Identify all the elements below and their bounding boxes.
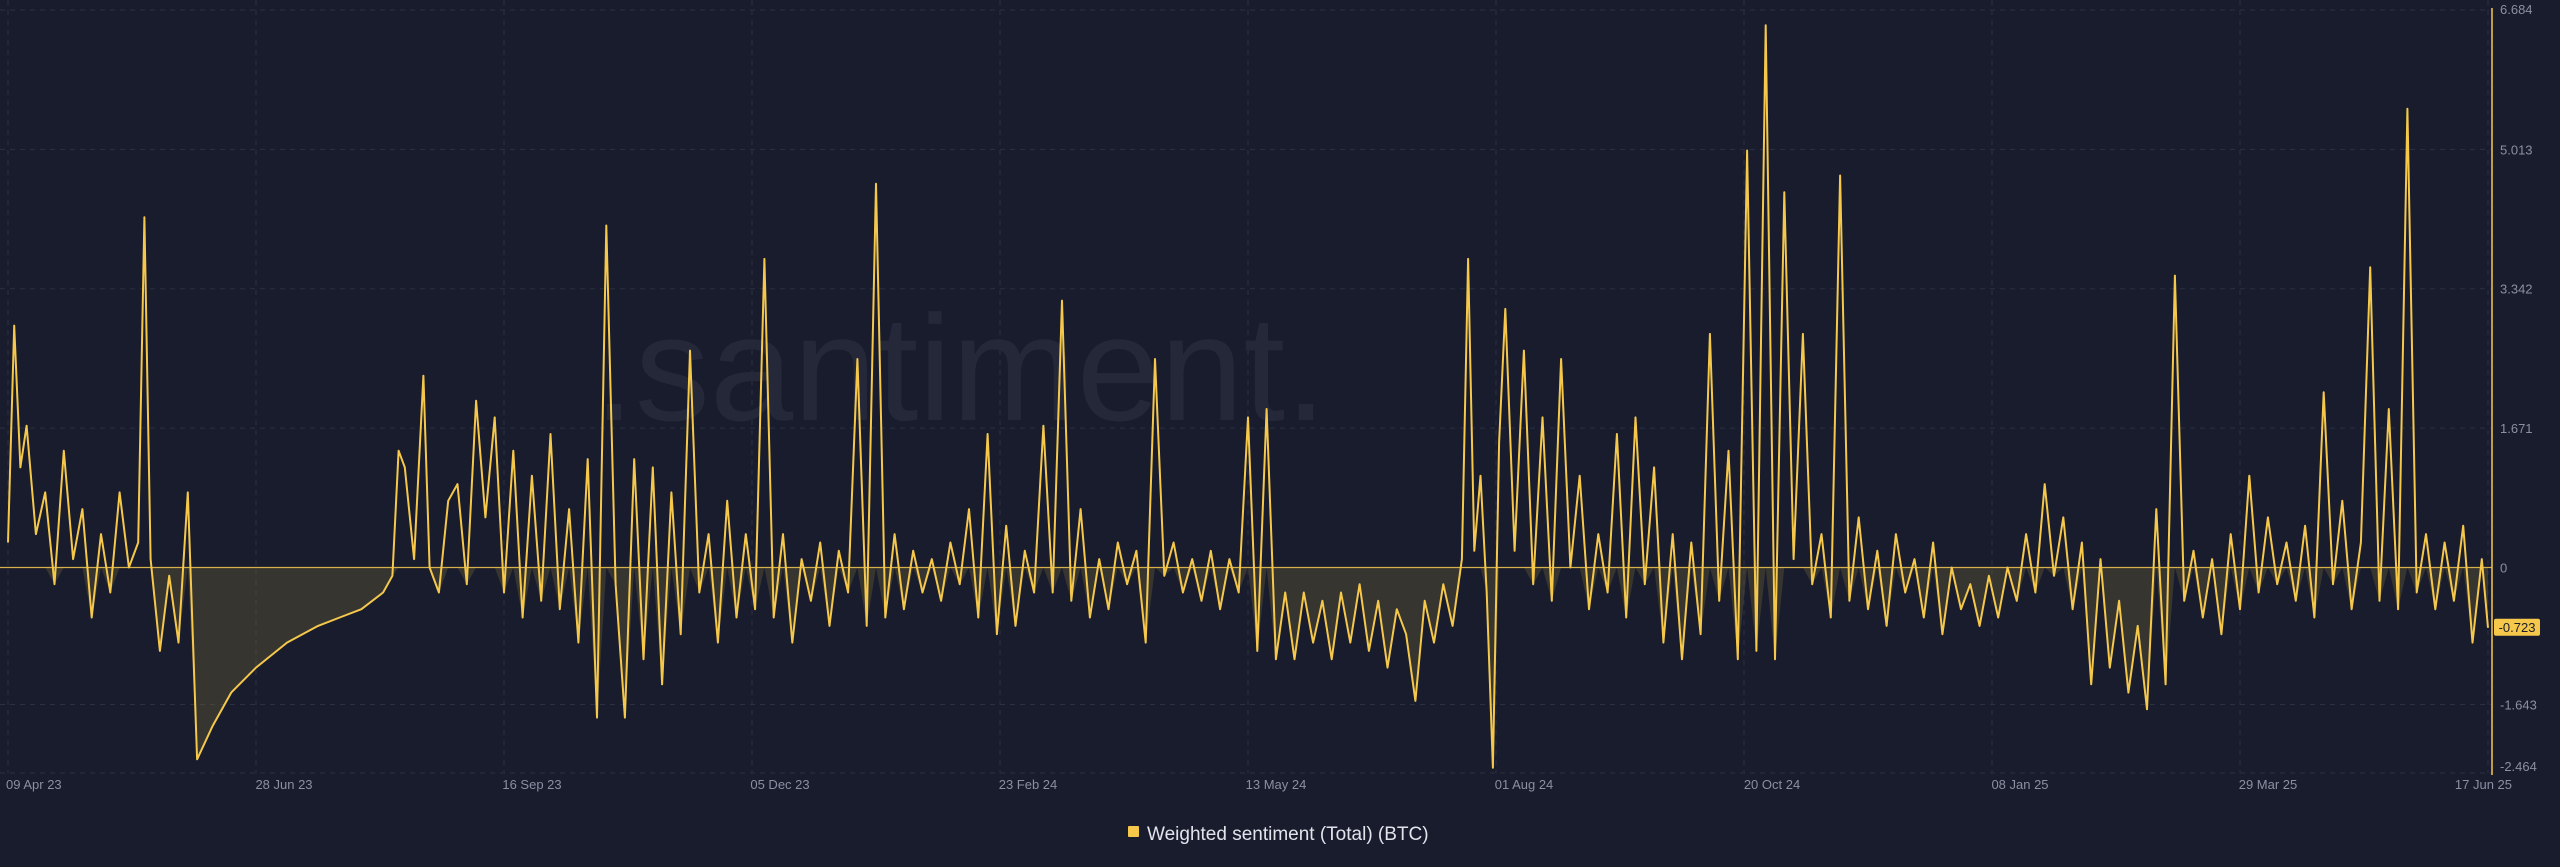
- legend-label: Weighted sentiment (Total) (BTC): [1147, 824, 1429, 845]
- x-axis: 09 Apr 23 28 Jun 23 16 Sep 23 05 Dec 23 23 F…: [6, 777, 2512, 792]
- legend[interactable]: Weighted sentiment (Total) (BTC): [1128, 824, 1429, 845]
- last-value-badge: -0.723: [2494, 618, 2540, 636]
- y-tick-label-6: -2.464: [2500, 759, 2537, 774]
- x-tick-label-8: 08 Jan 25: [1991, 777, 2048, 792]
- x-tick-label-6: 01 Aug 24: [1495, 777, 1554, 792]
- y-tick-label-0: 6.684: [2500, 2, 2533, 17]
- y-tick-label-1: 5.013: [2500, 142, 2533, 157]
- y-tick-label-5: -1.643: [2500, 698, 2537, 713]
- x-tick-label-3: 05 Dec 23: [750, 777, 809, 792]
- x-tick-label-0: 09 Apr 23: [6, 777, 62, 792]
- x-tick-label-9: 29 Mar 25: [2239, 777, 2298, 792]
- watermark-logo: .santiment.: [593, 284, 1327, 452]
- y-tick-label-4: 0: [2500, 560, 2507, 575]
- y-axis: 6.684 5.013 3.342 1.671 0 -1.643 -2.464: [2500, 2, 2537, 774]
- x-tick-label-4: 23 Feb 24: [999, 777, 1058, 792]
- x-tick-label-1: 28 Jun 23: [255, 777, 312, 792]
- last-value-label: -0.723: [2499, 620, 2536, 635]
- x-tick-label-5: 13 May 24: [1246, 777, 1307, 792]
- x-tick-label-10: 17 Jun 25: [2455, 777, 2512, 792]
- x-tick-label-2: 16 Sep 23: [502, 777, 561, 792]
- legend-swatch: [1128, 826, 1139, 837]
- y-tick-label-2: 3.342: [2500, 282, 2533, 297]
- series-line-weighted-sentiment[interactable]: [7, 24, 2489, 769]
- y-tick-label-3: 1.671: [2500, 421, 2533, 436]
- x-tick-label-7: 20 Oct 24: [1744, 777, 1800, 792]
- last-value-box: [2494, 618, 2540, 636]
